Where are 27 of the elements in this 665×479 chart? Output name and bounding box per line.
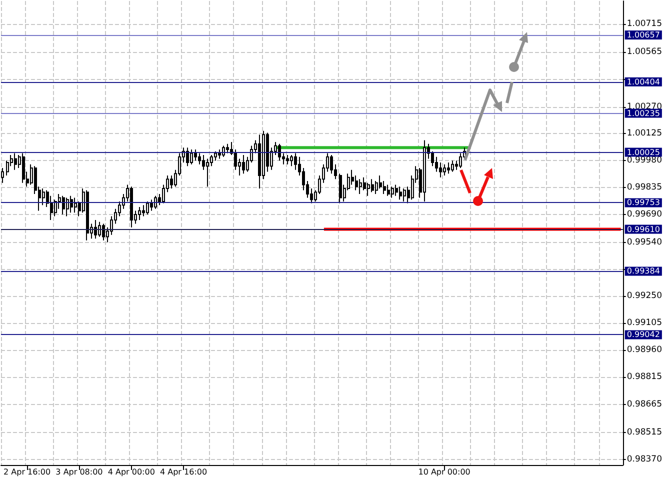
y-tick-label: 0.99835	[626, 182, 662, 193]
ref-line-label: 1.00404	[626, 77, 660, 86]
y-tick-label: 0.98370	[626, 454, 662, 464]
x-tick-label: 3 Apr 08:00	[56, 468, 103, 476]
y-tick-label: 0.98960	[626, 344, 662, 355]
ref-line-label: 0.99610	[626, 224, 660, 234]
y-tick-label: 0.99540	[626, 237, 662, 248]
ref-line-label: 0.99384	[626, 266, 660, 276]
ref-line-label: 1.00025	[626, 148, 660, 157]
ref-line-label: 1.00657	[626, 30, 660, 40]
x-tick-label: 2 Apr 16:00	[4, 468, 51, 476]
y-tick-label: 1.00565	[626, 47, 662, 58]
y-tick-label: 0.99690	[626, 209, 662, 220]
y-tick-label: 0.99980	[626, 156, 662, 166]
ref-line-label: 0.99753	[626, 198, 660, 208]
y-tick-label: 0.98665	[626, 400, 662, 410]
ref-line-label: 1.00235	[626, 108, 660, 118]
x-tick-label: 10 Apr 00:00	[418, 468, 470, 476]
x-tick-label: 4 Apr 00:00	[108, 468, 155, 476]
y-tick-label: 0.99105	[626, 318, 662, 328]
y-tick-label: 0.98815	[626, 372, 662, 382]
y-tick-label: 1.00125	[626, 128, 662, 139]
y-tick-label: 0.99250	[626, 291, 662, 302]
y-tick-label: 1.00715	[626, 19, 662, 30]
y-tick-label: 0.98515	[626, 428, 662, 438]
ref-line-label: 0.99042	[626, 330, 660, 340]
x-tick-label: 4 Apr 16:00	[160, 468, 208, 476]
